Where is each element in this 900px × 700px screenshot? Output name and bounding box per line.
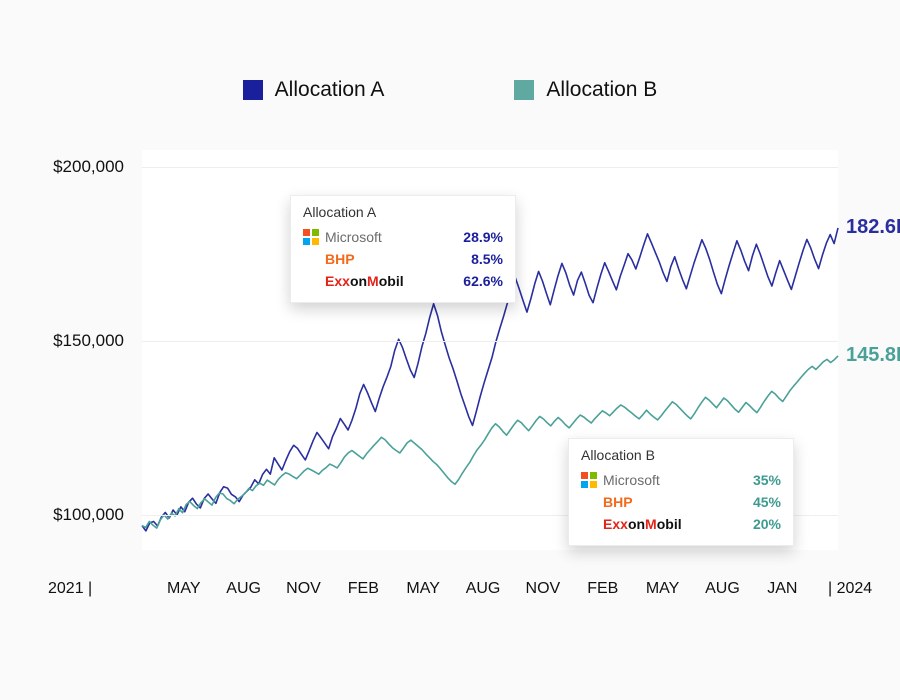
allocation-pct: 8.5% <box>471 251 503 267</box>
allocation-row: ExxonMobil 62.6% <box>303 270 503 292</box>
allocation-row: BHP 8.5% <box>303 248 503 270</box>
x-tick-label: NOV <box>526 580 561 598</box>
company-name: BHP <box>603 494 633 510</box>
bhp-icon <box>581 494 597 510</box>
x-tick-label: MAY <box>646 580 679 598</box>
y-tick-label: $100,000 <box>53 505 124 525</box>
allocation-card-a: Allocation A Microsoft 28.9% BHP 8.5% ExxonMo… <box>290 195 516 303</box>
allocation-row: BHP 45% <box>581 491 781 513</box>
exxon-icon <box>303 273 319 289</box>
company-name: BHP <box>325 251 355 267</box>
exxon-icon <box>581 516 597 532</box>
gridline <box>142 167 838 168</box>
end-value-b: 145.8K <box>846 344 900 367</box>
legend-item-a: Allocation A <box>243 78 385 102</box>
allocation-pct: 28.9% <box>463 229 503 245</box>
y-tick-label: $150,000 <box>53 331 124 351</box>
chart-root: Allocation A Allocation B $100,000 $150,0… <box>0 0 900 700</box>
y-axis-labels: $100,000 $150,000 $200,000 <box>52 150 134 550</box>
x-tick-label: NOV <box>286 580 321 598</box>
allocation-row: Microsoft 35% <box>581 469 781 491</box>
x-tick-label: FEB <box>587 580 618 598</box>
legend: Allocation A Allocation B <box>0 78 900 102</box>
allocation-card-title: Allocation B <box>581 447 781 463</box>
allocation-card-b: Allocation B Microsoft 35% BHP 45% ExxonMobil… <box>568 438 794 546</box>
company-name: Microsoft <box>325 229 382 245</box>
x-start-label: 2021 | <box>48 580 92 598</box>
x-tick-label: MAY <box>167 580 200 598</box>
x-tick-label: AUG <box>705 580 740 598</box>
x-end-label: | 2024 <box>828 580 872 598</box>
microsoft-icon <box>581 472 597 488</box>
legend-swatch-b <box>514 80 534 100</box>
allocation-pct: 45% <box>753 494 781 510</box>
company-name: ExxonMobil <box>325 273 404 289</box>
microsoft-icon <box>303 229 319 245</box>
x-tick-label: JAN <box>767 580 797 598</box>
gridline <box>142 341 838 342</box>
legend-label-b: Allocation B <box>546 78 657 102</box>
x-tick-label: AUG <box>466 580 501 598</box>
x-axis: 2021 |MAYAUGNOVFEBMAYAUGNOVFEBMAYAUGJAN|… <box>142 580 838 610</box>
allocation-row: Microsoft 28.9% <box>303 226 503 248</box>
end-value-a: 182.6K <box>846 216 900 239</box>
allocation-pct: 20% <box>753 516 781 532</box>
x-tick-label: AUG <box>226 580 261 598</box>
company-name: Microsoft <box>603 472 660 488</box>
y-tick-label: $200,000 <box>53 157 124 177</box>
allocation-row: ExxonMobil 20% <box>581 513 781 535</box>
allocation-pct: 35% <box>753 472 781 488</box>
x-tick-label: MAY <box>406 580 439 598</box>
allocation-pct: 62.6% <box>463 273 503 289</box>
legend-item-b: Allocation B <box>514 78 657 102</box>
x-tick-label: FEB <box>348 580 379 598</box>
legend-label-a: Allocation A <box>275 78 385 102</box>
legend-swatch-a <box>243 80 263 100</box>
allocation-card-title: Allocation A <box>303 204 503 220</box>
bhp-icon <box>303 251 319 267</box>
company-name: ExxonMobil <box>603 516 682 532</box>
